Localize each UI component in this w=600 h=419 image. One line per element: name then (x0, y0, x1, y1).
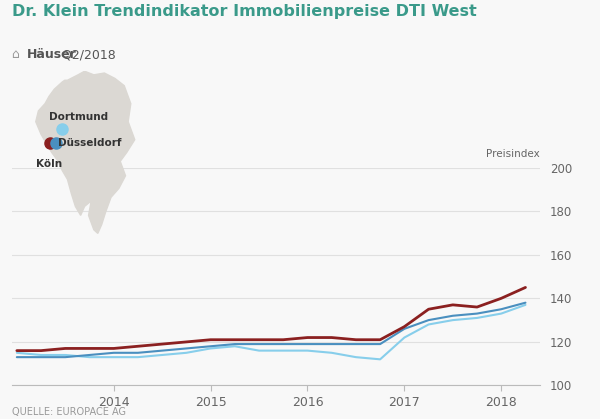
Text: Köln: Köln (36, 159, 62, 169)
Text: Preisindex: Preisindex (486, 149, 540, 159)
Text: ⌂: ⌂ (12, 48, 24, 61)
Text: Häuser: Häuser (27, 48, 77, 61)
Text: Q2/2018: Q2/2018 (58, 48, 116, 61)
Text: Dortmund: Dortmund (49, 112, 108, 122)
Polygon shape (36, 71, 135, 233)
Text: Dr. Klein Trendindikator Immobilienpreise DTI West: Dr. Klein Trendindikator Immobilienpreis… (12, 4, 477, 19)
Text: QUELLE: EUROPACE AG: QUELLE: EUROPACE AG (12, 407, 126, 417)
Text: Düsseldorf: Düsseldorf (58, 138, 122, 148)
